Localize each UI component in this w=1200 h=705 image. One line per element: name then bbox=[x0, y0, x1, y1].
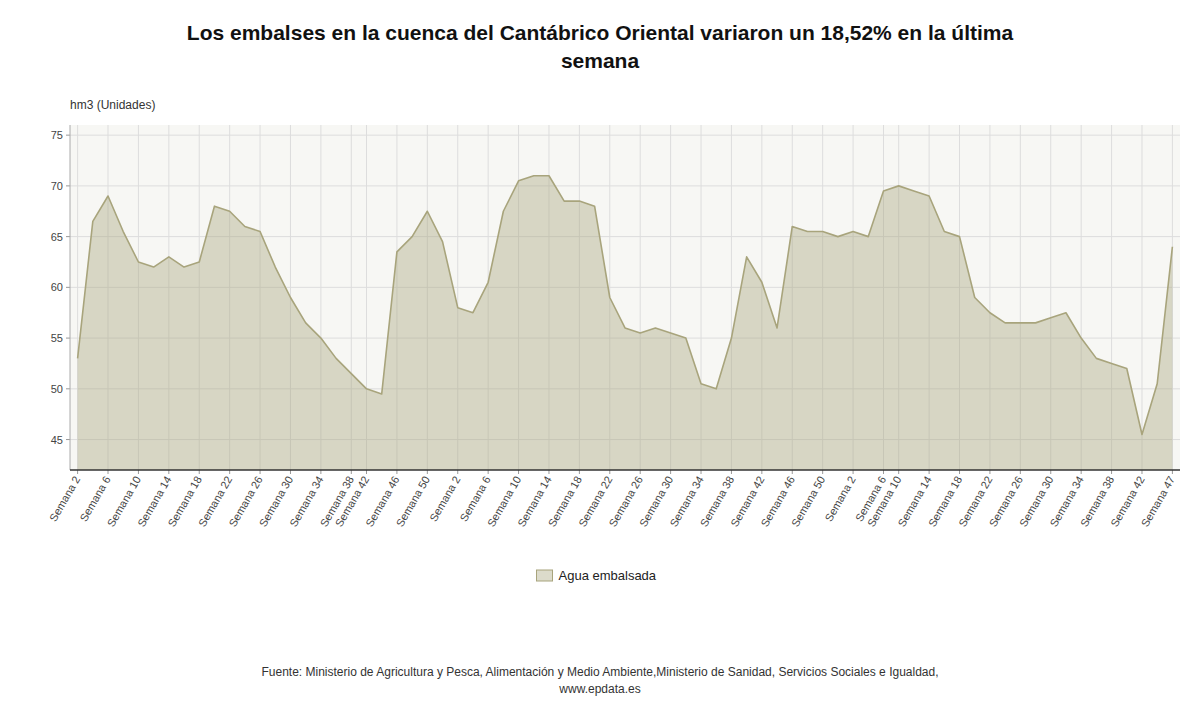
y-tick bbox=[66, 439, 70, 440]
y-tick bbox=[66, 338, 70, 339]
y-axis-line bbox=[70, 125, 71, 470]
y-tick-label: 45 bbox=[51, 434, 63, 446]
y-grid-line bbox=[70, 135, 1180, 136]
y-tick-label: 50 bbox=[51, 383, 63, 395]
axes: 45505560657075Semana 2Semana 6Semana 10S… bbox=[47, 129, 1177, 529]
plot-area bbox=[70, 125, 1180, 470]
y-tick-label: 70 bbox=[51, 180, 63, 192]
area bbox=[78, 176, 1173, 470]
y-tick bbox=[66, 287, 70, 288]
y-tick bbox=[66, 135, 70, 136]
x-tick-label: Semana 47 bbox=[1139, 474, 1178, 529]
series-group bbox=[78, 176, 1173, 470]
line bbox=[78, 176, 1173, 435]
source: Fuente: Ministerio de Agricultura y Pesc… bbox=[261, 665, 938, 696]
background bbox=[0, 0, 1200, 705]
legend-swatch bbox=[537, 570, 553, 581]
y-tick bbox=[66, 388, 70, 389]
x-tick-label: Semana 50 bbox=[789, 474, 828, 529]
title: Los embalses en la cuenca del Cantábrico… bbox=[187, 21, 1014, 72]
y-grid-line bbox=[70, 185, 1180, 186]
y-tick bbox=[66, 236, 70, 237]
x-axis-line bbox=[70, 469, 1180, 471]
y-axis-label: hm3 (Unidades) bbox=[70, 98, 155, 112]
x-grid-line bbox=[1141, 125, 1142, 470]
legend: Agua embalsada bbox=[537, 568, 657, 583]
y-tick-label: 65 bbox=[51, 231, 63, 243]
y-tick-label: 55 bbox=[51, 332, 63, 344]
legend-label: Agua embalsada bbox=[559, 568, 657, 583]
x-tick-label: Semana 50 bbox=[394, 474, 433, 529]
chart: Los embalses en la cuenca del Cantábrico… bbox=[0, 0, 1200, 705]
grid bbox=[70, 125, 1180, 470]
y-tick-label: 60 bbox=[51, 281, 63, 293]
y-tick-label: 75 bbox=[51, 129, 63, 141]
y-tick bbox=[66, 185, 70, 186]
